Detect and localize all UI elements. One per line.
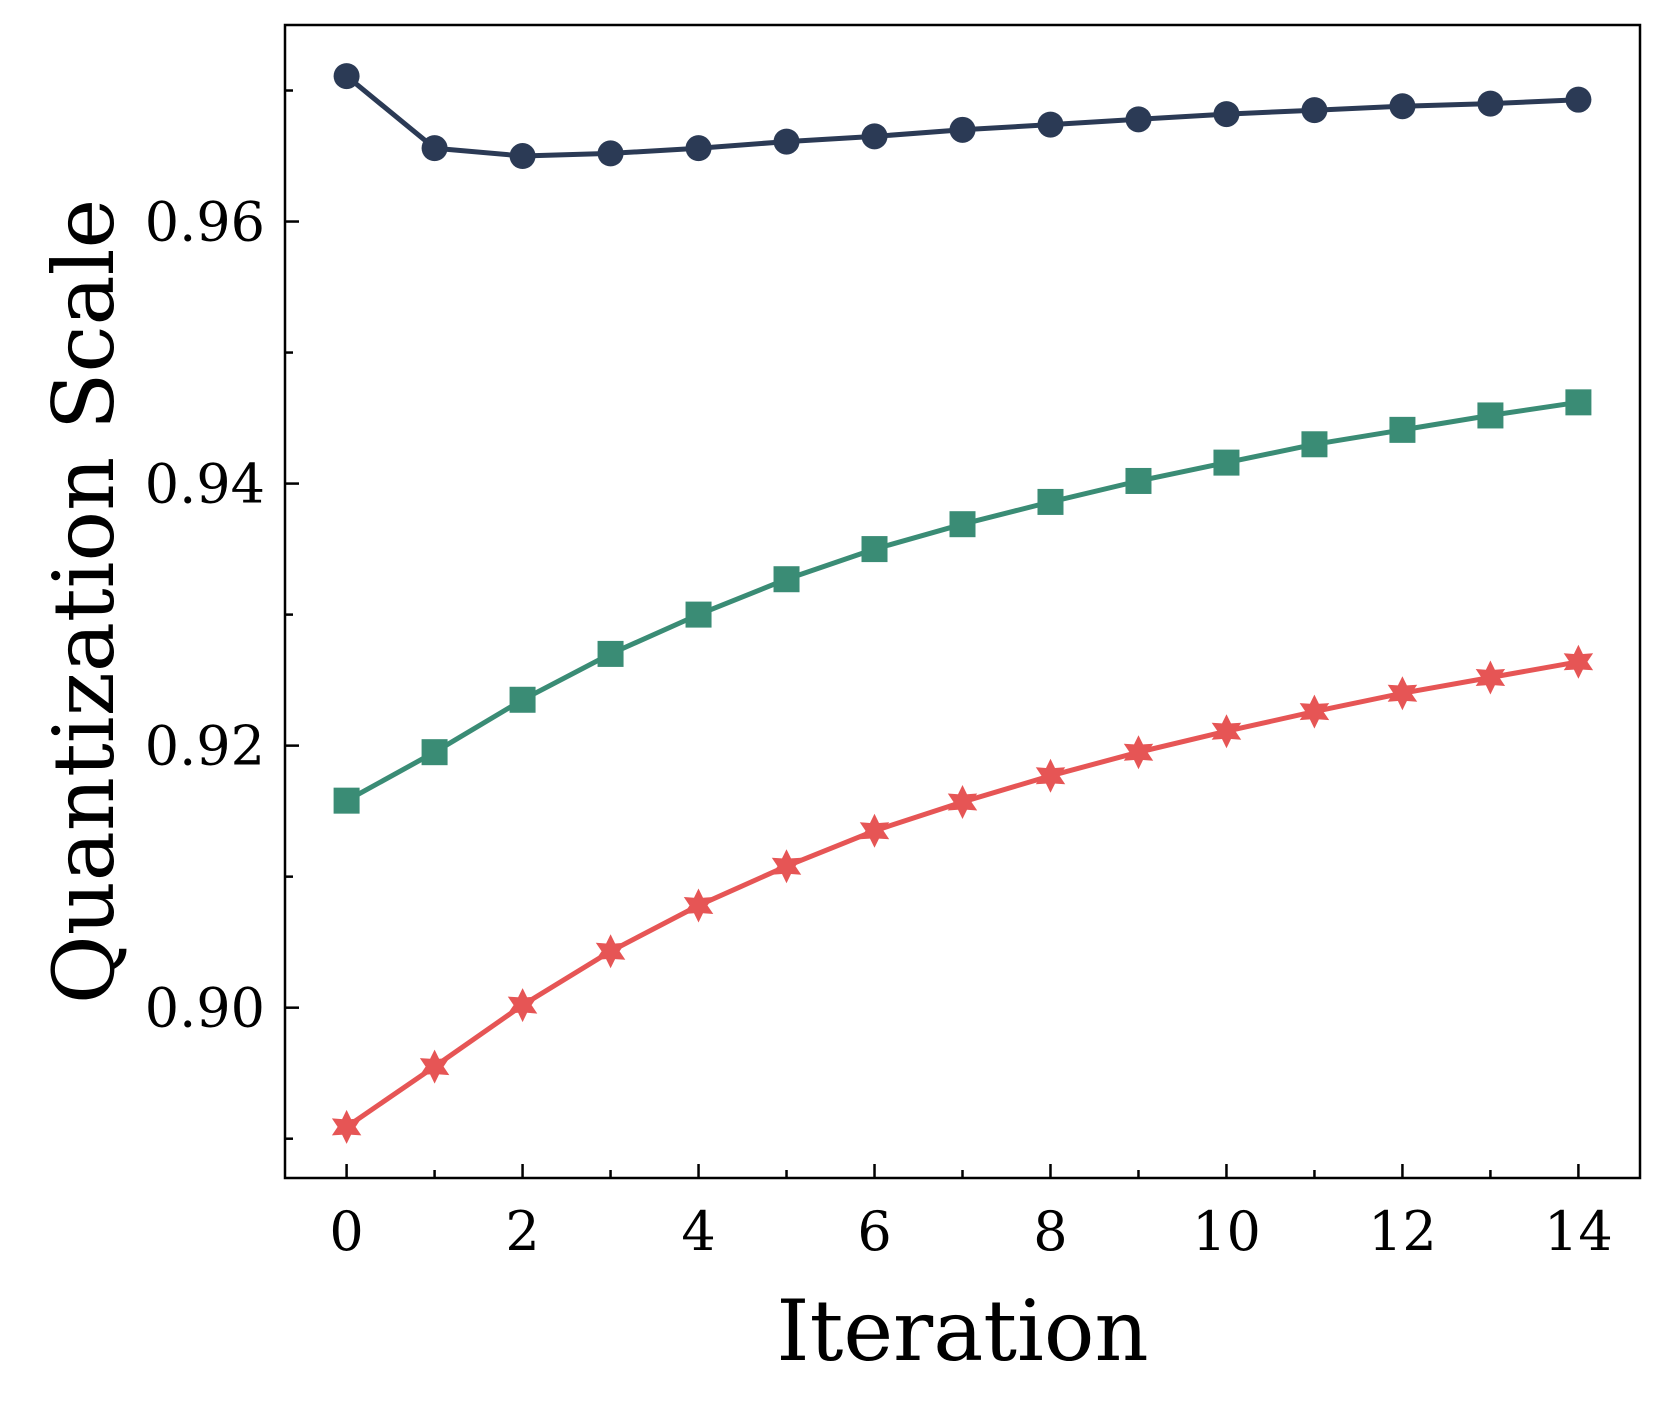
x-tick-label: 12 bbox=[1368, 1200, 1437, 1263]
data-point bbox=[333, 63, 360, 90]
data-point bbox=[509, 143, 536, 170]
x-tick-label: 2 bbox=[505, 1200, 539, 1263]
data-point bbox=[509, 686, 536, 713]
data-point bbox=[861, 536, 888, 563]
data-point bbox=[1299, 694, 1330, 729]
data-point bbox=[1123, 735, 1154, 770]
data-point bbox=[1301, 431, 1328, 458]
data-point bbox=[1037, 111, 1064, 138]
data-point bbox=[1563, 644, 1594, 679]
data-point bbox=[861, 123, 888, 150]
data-point bbox=[1477, 90, 1504, 117]
y-tick-label: 0.90 bbox=[145, 977, 265, 1040]
data-point bbox=[771, 849, 802, 884]
data-point bbox=[1389, 93, 1416, 120]
x-tick-label: 10 bbox=[1192, 1200, 1261, 1263]
data-point bbox=[419, 1049, 450, 1084]
plot-frame bbox=[283, 23, 1642, 1180]
data-point bbox=[597, 640, 624, 667]
data-point bbox=[1213, 101, 1240, 128]
y-tick-label: 0.94 bbox=[145, 453, 265, 516]
data-point bbox=[1387, 676, 1418, 711]
axes-layer: 0 2 4 6 8 10 12 14 0.90 0.92 0.94 0.96 bbox=[145, 89, 1613, 1263]
data-point bbox=[949, 511, 976, 538]
series-line bbox=[345, 74, 1579, 159]
data-point bbox=[1389, 416, 1416, 443]
data-point bbox=[1565, 389, 1592, 416]
data-point bbox=[685, 135, 712, 162]
data-point bbox=[421, 135, 448, 162]
data-point bbox=[1037, 488, 1064, 515]
data-point bbox=[683, 888, 714, 923]
x-tick-label: 14 bbox=[1544, 1200, 1613, 1263]
data-point bbox=[1125, 467, 1152, 494]
data-point bbox=[685, 601, 712, 628]
series-line bbox=[345, 399, 1579, 803]
x-tick-label: 6 bbox=[857, 1200, 891, 1263]
y-tick-label: 0.96 bbox=[145, 191, 265, 254]
y-tick-label: 0.92 bbox=[145, 715, 265, 778]
x-tick-label: 4 bbox=[681, 1200, 715, 1263]
data-point bbox=[597, 140, 624, 167]
x-tick-label: 8 bbox=[1033, 1200, 1067, 1263]
data-point bbox=[949, 116, 976, 143]
data-point bbox=[1125, 106, 1152, 133]
data-point bbox=[947, 785, 978, 819]
series-layer bbox=[331, 63, 1594, 1144]
data-point bbox=[1213, 449, 1240, 476]
data-point bbox=[333, 787, 360, 814]
series-line bbox=[345, 659, 1579, 1129]
data-point bbox=[331, 1109, 362, 1144]
data-point bbox=[1565, 86, 1592, 113]
data-point bbox=[773, 128, 800, 155]
data-point bbox=[773, 566, 800, 593]
data-point bbox=[1301, 97, 1328, 124]
x-tick-label: 0 bbox=[329, 1200, 363, 1263]
data-point bbox=[1477, 402, 1504, 429]
data-point bbox=[1475, 660, 1506, 695]
data-point bbox=[1211, 714, 1242, 749]
data-point bbox=[859, 813, 890, 848]
y-axis-title: Quantization Scale bbox=[35, 199, 133, 1004]
data-point bbox=[595, 934, 626, 969]
data-point bbox=[507, 988, 538, 1023]
data-point bbox=[1035, 758, 1066, 793]
data-point bbox=[421, 739, 448, 766]
x-axis-title: Iteration bbox=[776, 1282, 1148, 1380]
